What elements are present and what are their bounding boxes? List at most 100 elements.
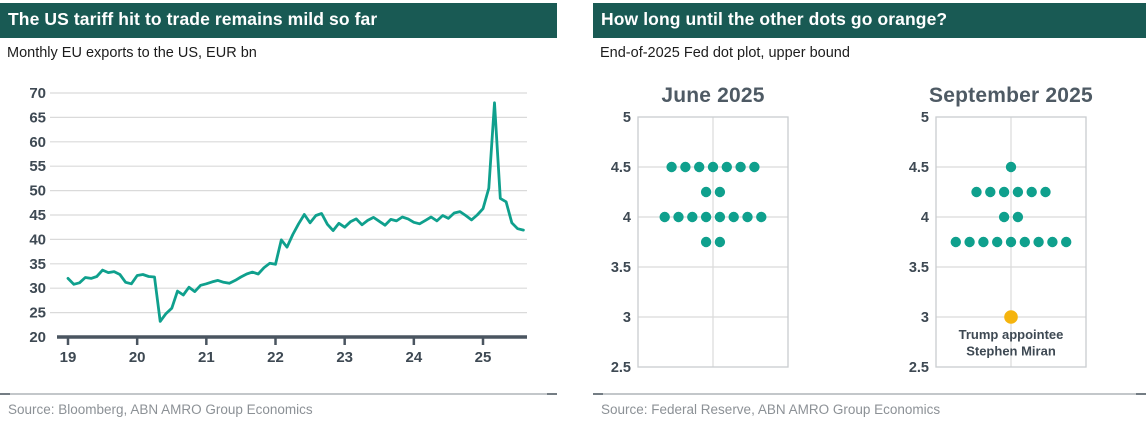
left-panel-footer: Source: Bloomberg, ABN AMRO Group Econom…: [0, 393, 557, 423]
left-panel-title-bar: The US tariff hit to trade remains mild …: [0, 3, 557, 38]
gridlines: [638, 117, 788, 367]
y-tick-label: 60: [29, 134, 46, 151]
fed-dot: [1019, 236, 1030, 248]
right-panel-title-bar: How long until the other dots go orange?: [593, 3, 1146, 38]
fed-dot: [998, 186, 1010, 198]
eu-exports-line-chart: 20 25 30 35 40 45 50 55 60 65 70 19 20 21 22 23 24 25: [29, 85, 527, 366]
fed-dot: [1005, 161, 1017, 173]
fed-dot: [700, 186, 712, 198]
right-source-text: Source: Federal Reserve, ABN AMRO Group …: [601, 402, 941, 417]
plot-border: [935, 116, 1087, 368]
miran-annotation-line: Trump appointee: [959, 327, 1064, 342]
fed-dot: [950, 236, 961, 248]
june-2025-dot-plot: 5 4.5 4 3.5 3 2.5: [611, 110, 789, 376]
y-tick-label: 50: [29, 183, 46, 200]
fed-dot: [1005, 236, 1017, 248]
fed-dot: [680, 161, 691, 173]
line-chart-area: 20 25 30 35 40 45 50 55 60 65 70 19 20 21 22 23 24 25: [0, 61, 557, 393]
september-dot-plot-block: September 2025 5 4.5 4 3.5 3 2.5 Trump appoint…: [896, 61, 1126, 393]
y-tick-label: 4: [623, 210, 631, 226]
y-tick-label: 4.5: [909, 160, 929, 176]
footer-rule: [0, 393, 557, 395]
june-dot-plot-block: June 2025 5 4.5 4 3.5 3 2.5: [598, 61, 828, 393]
right-panel: How long until the other dots go orange?…: [593, 3, 1146, 423]
fed-dot: [992, 236, 1003, 248]
fed-dot: [728, 211, 739, 223]
y-tick-label: 35: [29, 256, 46, 273]
fed-dot: [1012, 211, 1024, 223]
september-2025-dot-plot: 5 4.5 4 3.5 3 2.5 Trump appointee Stephen Miran: [909, 110, 1087, 376]
x-axis-ticks: [66, 337, 485, 345]
fed-dot: [673, 211, 684, 223]
y-tick-label: 3: [921, 310, 929, 326]
y-axis-labels: 5 4.5 4 3.5 3 2.5: [611, 110, 631, 376]
fed-dot: [694, 161, 705, 173]
right-panel-title: How long until the other dots go orange?: [601, 9, 948, 29]
x-tick-label: 23: [336, 349, 353, 366]
y-tick-label: 70: [29, 85, 46, 102]
y-tick-label: 4: [921, 210, 929, 226]
y-tick-label: 2.5: [611, 360, 631, 376]
fed-dot: [1061, 236, 1072, 248]
x-tick-label: 24: [405, 349, 422, 366]
y-tick-label: 4.5: [611, 160, 631, 176]
fed-dot: [756, 211, 767, 223]
y-tick-label: 3: [623, 310, 631, 326]
fed-dot: [700, 236, 712, 248]
fed-dot: [749, 161, 760, 173]
september-plot-title: September 2025: [929, 84, 1093, 107]
y-tick-label: 55: [29, 158, 46, 175]
fed-dot: [1040, 186, 1051, 198]
left-panel-subtitle: Monthly EU exports to the US, EUR bn: [7, 45, 257, 61]
y-tick-label: 3.5: [611, 260, 631, 276]
fed-dot: [1012, 186, 1024, 198]
y-tick-label: 5: [921, 110, 929, 126]
fed-dot: [971, 186, 982, 198]
fed-dot: [964, 236, 975, 248]
plot-border: [637, 116, 789, 368]
fed-dot: [985, 186, 996, 198]
left-source-text: Source: Bloomberg, ABN AMRO Group Econom…: [8, 402, 313, 417]
june-plot-title: June 2025: [661, 84, 765, 107]
y-axis-labels: 5 4.5 4 3.5 3 2.5: [909, 110, 929, 376]
fed-dot: [735, 161, 746, 173]
x-tick-label: 22: [267, 349, 284, 366]
fed-dot: [714, 236, 726, 248]
y-tick-label: 45: [29, 207, 46, 224]
right-panel-subtitle: End-of-2025 Fed dot plot, upper bound: [600, 45, 850, 61]
fed-dot: [1033, 236, 1044, 248]
miran-dot: [1004, 310, 1018, 324]
dot-plots-area: June 2025 5 4.5 4 3.5 3 2.5 September 2025 5 4…: [593, 61, 1146, 393]
fed-dot: [659, 211, 670, 223]
fed-dot: [714, 211, 726, 223]
dot-rows: [950, 161, 1072, 248]
fed-dot: [707, 161, 719, 173]
fed-dot: [721, 161, 732, 173]
y-tick-label: 25: [29, 305, 46, 322]
fed-dot: [1026, 186, 1037, 198]
fed-dot: [998, 211, 1010, 223]
x-tick-label: 19: [60, 349, 77, 366]
x-tick-label: 21: [198, 349, 215, 366]
gridlines: [50, 92, 527, 314]
fed-dot: [666, 161, 677, 173]
y-tick-label: 2.5: [909, 360, 929, 376]
fed-dot: [700, 211, 712, 223]
y-tick-label: 65: [29, 109, 46, 126]
y-tick-label: 3.5: [909, 260, 929, 276]
x-axis-labels: 19 20 21 22 23 24 25: [60, 349, 492, 366]
footer-rule: [593, 393, 1146, 395]
y-tick-label: 30: [29, 280, 46, 297]
fed-dot: [714, 186, 726, 198]
fed-dot: [1047, 236, 1058, 248]
right-panel-footer: Source: Federal Reserve, ABN AMRO Group …: [593, 393, 1146, 423]
y-tick-label: 20: [29, 329, 46, 346]
left-panel: The US tariff hit to trade remains mild …: [0, 3, 557, 423]
miran-annotation-line: Stephen Miran: [966, 344, 1056, 359]
exports-line: [66, 101, 525, 323]
fed-dot: [742, 211, 753, 223]
x-tick-label: 25: [475, 349, 492, 366]
fed-dot: [687, 211, 698, 223]
miran-annotation: Trump appointee Stephen Miran: [959, 327, 1064, 359]
